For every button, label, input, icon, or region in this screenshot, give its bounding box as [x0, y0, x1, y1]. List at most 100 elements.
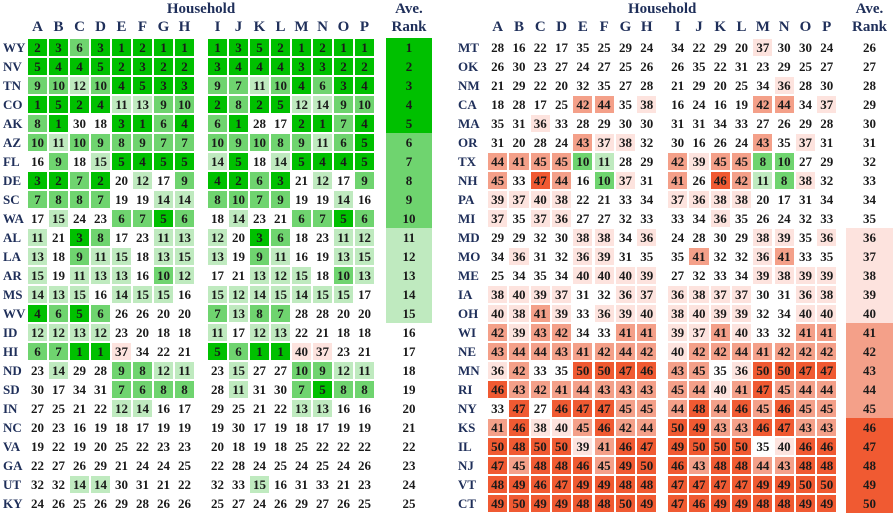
- cell: 20: [508, 133, 530, 152]
- cell: 24: [730, 133, 753, 152]
- cell: 32: [688, 266, 710, 285]
- rank-cell: 10: [386, 209, 432, 228]
- cell: 42: [816, 342, 838, 361]
- cell: 46: [593, 418, 615, 437]
- cell: 48: [529, 456, 551, 475]
- cell: 29: [593, 114, 615, 133]
- cell: 41: [614, 323, 637, 342]
- cell: 38: [773, 266, 795, 285]
- cell: 5: [354, 152, 375, 171]
- rank-cell: 24: [386, 475, 432, 494]
- cell: 43: [529, 323, 551, 342]
- cell: 3: [111, 114, 132, 133]
- cell: 28: [228, 456, 249, 475]
- cell: 43: [572, 133, 594, 152]
- cell: 41: [636, 323, 658, 342]
- cell: 7: [270, 304, 291, 323]
- cell: 47: [593, 399, 615, 418]
- rank-cell: 23: [386, 456, 432, 475]
- cell: 33: [794, 247, 817, 266]
- cell: 1: [174, 38, 195, 57]
- cell: 42: [667, 152, 689, 171]
- cell: 31: [487, 133, 509, 152]
- column-label: A: [32, 19, 43, 35]
- cell: 4: [270, 57, 291, 76]
- cell: 21: [333, 475, 354, 494]
- cell: 24: [69, 209, 90, 228]
- cell: 45: [614, 399, 637, 418]
- column-label: G: [619, 19, 632, 35]
- cell: 44: [709, 399, 731, 418]
- cell: 43: [614, 380, 637, 399]
- rank-cell: 30: [846, 114, 893, 133]
- cell: 31: [636, 171, 658, 190]
- cell: 5: [69, 304, 90, 323]
- cell: 24: [249, 494, 270, 513]
- cell: 2: [132, 38, 153, 57]
- cell: 1: [207, 38, 228, 57]
- cell: 14: [249, 285, 270, 304]
- cell: 20: [27, 418, 48, 437]
- cell: 39: [529, 285, 551, 304]
- cell: 20: [709, 76, 731, 95]
- cell: 4: [48, 57, 69, 76]
- cell: 12: [228, 285, 249, 304]
- rank-cell: 45: [846, 399, 893, 418]
- cell: 2: [312, 38, 333, 57]
- rank-cell: 35: [846, 209, 893, 228]
- cell: 36: [709, 209, 731, 228]
- cell: 3: [333, 76, 354, 95]
- cell: 25: [270, 456, 291, 475]
- cell: 46: [550, 399, 573, 418]
- cell: 43: [508, 380, 530, 399]
- cell: 15: [333, 285, 354, 304]
- cell: 17: [312, 418, 333, 437]
- cell: 45: [752, 399, 774, 418]
- cell: 34: [572, 323, 594, 342]
- cell: 11: [228, 380, 249, 399]
- cell: 26: [48, 494, 69, 513]
- column-label: O: [337, 19, 350, 35]
- cell: 34: [508, 266, 530, 285]
- cell: 32: [572, 76, 594, 95]
- cell: 50: [794, 475, 817, 494]
- cell: 14: [333, 190, 354, 209]
- cell: 7: [111, 380, 132, 399]
- cell: 25: [228, 399, 249, 418]
- cell: 47: [636, 437, 658, 456]
- cell: 16: [27, 152, 48, 171]
- cell: 48: [550, 456, 573, 475]
- cell: 26: [487, 57, 509, 76]
- cell: 36: [636, 228, 658, 247]
- cell: 24: [249, 456, 270, 475]
- cell: 22: [174, 475, 195, 494]
- cell: 46: [487, 380, 509, 399]
- cell: 20: [333, 304, 354, 323]
- cell: 35: [614, 95, 637, 114]
- cell: 32: [529, 228, 551, 247]
- cell: 3: [312, 57, 333, 76]
- cell: 18: [354, 323, 375, 342]
- cell: 17: [174, 399, 195, 418]
- cell: 3: [90, 38, 111, 57]
- cell: 14: [132, 399, 153, 418]
- cell: 30: [270, 380, 291, 399]
- cell: 1: [291, 38, 312, 57]
- cell: 16: [270, 475, 291, 494]
- cell: 50: [593, 361, 615, 380]
- rank-cell: 1: [386, 38, 432, 57]
- cell: 38: [688, 285, 710, 304]
- cell: 21: [48, 228, 69, 247]
- cell: 23: [174, 437, 195, 456]
- cell: 45: [487, 171, 509, 190]
- cell: 8: [153, 380, 174, 399]
- rank-cell: 2: [386, 57, 432, 76]
- cell: 19: [249, 437, 270, 456]
- cell: 4: [174, 114, 195, 133]
- column-label: M: [755, 19, 770, 35]
- cell: 15: [291, 266, 312, 285]
- column-label: K: [714, 19, 727, 35]
- cell: 4: [111, 76, 132, 95]
- cell: 45: [529, 152, 551, 171]
- cell: 6: [111, 209, 132, 228]
